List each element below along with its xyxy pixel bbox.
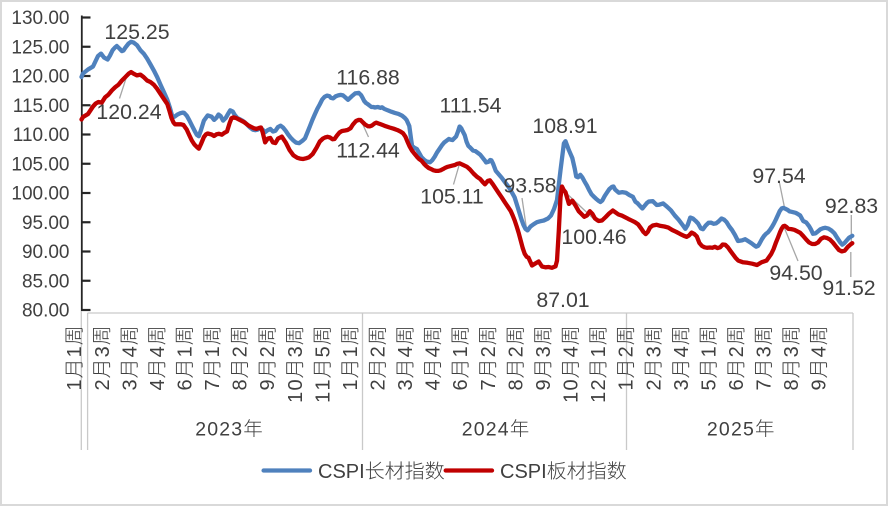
svg-text:2: 2 — [230, 346, 252, 357]
svg-text:4: 4 — [671, 346, 693, 357]
svg-text:1: 1 — [64, 346, 86, 357]
svg-text:6: 6 — [175, 379, 197, 390]
svg-text:8: 8 — [781, 379, 803, 390]
svg-text:9: 9 — [533, 379, 555, 390]
svg-text:108.91: 108.91 — [532, 114, 597, 138]
svg-text:7: 7 — [754, 379, 776, 390]
svg-text:C: C — [318, 461, 332, 483]
svg-text:1: 1 — [312, 379, 334, 390]
svg-text:5: 5 — [312, 346, 334, 357]
svg-text:1: 1 — [64, 379, 86, 390]
svg-text:1: 1 — [561, 392, 583, 403]
svg-text:1: 1 — [450, 346, 472, 357]
svg-text:2: 2 — [368, 346, 390, 357]
svg-text:110.00: 110.00 — [13, 125, 70, 146]
svg-text:1: 1 — [312, 392, 334, 403]
svg-text:4: 4 — [423, 379, 445, 390]
svg-text:4: 4 — [147, 346, 169, 357]
svg-text:3: 3 — [533, 346, 555, 357]
svg-text:93.58: 93.58 — [503, 174, 556, 198]
svg-text:3: 3 — [781, 346, 803, 357]
svg-text:2: 2 — [257, 346, 279, 357]
svg-text:3: 3 — [395, 379, 417, 390]
svg-text:125.25: 125.25 — [104, 20, 169, 44]
svg-text:3: 3 — [754, 346, 776, 357]
svg-text:1: 1 — [616, 379, 638, 390]
svg-text:2: 2 — [616, 346, 638, 357]
svg-text:S: S — [514, 461, 527, 483]
svg-text:7: 7 — [202, 379, 224, 390]
svg-text:4: 4 — [119, 346, 141, 357]
svg-text:1: 1 — [588, 346, 610, 357]
svg-text:9: 9 — [257, 379, 279, 390]
svg-text:4: 4 — [423, 346, 445, 357]
svg-text:94.50: 94.50 — [769, 261, 822, 285]
svg-text:I: I — [359, 461, 365, 483]
svg-text:1: 1 — [698, 346, 720, 357]
svg-text:2025: 2025 — [707, 419, 755, 441]
svg-text:3: 3 — [285, 346, 307, 357]
svg-text:4: 4 — [395, 346, 417, 357]
svg-text:92.83: 92.83 — [825, 194, 878, 218]
svg-text:90.00: 90.00 — [22, 242, 70, 263]
svg-text:130.00: 130.00 — [11, 8, 69, 29]
svg-text:2: 2 — [726, 346, 748, 357]
svg-text:2: 2 — [478, 346, 500, 357]
svg-text:0: 0 — [561, 379, 583, 390]
svg-text:100.00: 100.00 — [11, 184, 69, 205]
svg-text:2: 2 — [588, 379, 610, 390]
svg-text:4: 4 — [147, 379, 169, 390]
svg-text:S: S — [332, 461, 345, 483]
svg-text:P: P — [528, 461, 541, 483]
svg-text:C: C — [500, 461, 514, 483]
svg-text:1: 1 — [202, 346, 224, 357]
svg-text:2023: 2023 — [195, 419, 243, 441]
svg-text:1: 1 — [588, 392, 610, 403]
svg-text:1: 1 — [340, 346, 362, 357]
svg-text:2: 2 — [92, 379, 114, 390]
svg-text:105.11: 105.11 — [420, 185, 484, 209]
svg-text:6: 6 — [726, 379, 748, 390]
svg-text:P: P — [346, 461, 359, 483]
svg-text:I: I — [541, 461, 547, 483]
svg-text:80.00: 80.00 — [22, 301, 70, 322]
svg-text:6: 6 — [450, 379, 472, 390]
svg-text:8: 8 — [505, 379, 527, 390]
svg-text:91.52: 91.52 — [822, 276, 875, 300]
svg-text:5: 5 — [698, 379, 720, 390]
svg-text:4: 4 — [561, 346, 583, 357]
svg-text:3: 3 — [92, 346, 114, 357]
svg-text:115.00: 115.00 — [13, 96, 70, 117]
svg-text:3: 3 — [119, 379, 141, 390]
svg-text:97.54: 97.54 — [752, 164, 805, 188]
svg-text:120.00: 120.00 — [11, 67, 69, 88]
svg-text:85.00: 85.00 — [22, 271, 70, 292]
svg-text:4: 4 — [809, 346, 831, 357]
svg-text:9: 9 — [809, 379, 831, 390]
svg-text:2: 2 — [368, 379, 390, 390]
svg-text:100.46: 100.46 — [561, 225, 626, 249]
svg-text:105.00: 105.00 — [11, 154, 69, 175]
svg-text:125.00: 125.00 — [11, 37, 69, 58]
svg-text:120.24: 120.24 — [96, 100, 161, 124]
svg-text:1: 1 — [340, 379, 362, 390]
svg-text:8: 8 — [230, 379, 252, 390]
svg-text:2024: 2024 — [462, 419, 510, 441]
svg-text:2: 2 — [505, 346, 527, 357]
svg-text:95.00: 95.00 — [22, 213, 70, 234]
svg-text:7: 7 — [478, 379, 500, 390]
svg-text:3: 3 — [671, 379, 693, 390]
svg-text:3: 3 — [643, 346, 665, 357]
svg-text:2: 2 — [643, 379, 665, 390]
svg-text:112.44: 112.44 — [336, 139, 400, 163]
svg-text:1: 1 — [285, 392, 307, 403]
svg-text:1: 1 — [175, 346, 197, 357]
svg-text:116.88: 116.88 — [336, 65, 400, 89]
svg-text:87.01: 87.01 — [536, 288, 589, 312]
svg-text:0: 0 — [285, 379, 307, 390]
svg-text:111.54: 111.54 — [440, 94, 502, 118]
